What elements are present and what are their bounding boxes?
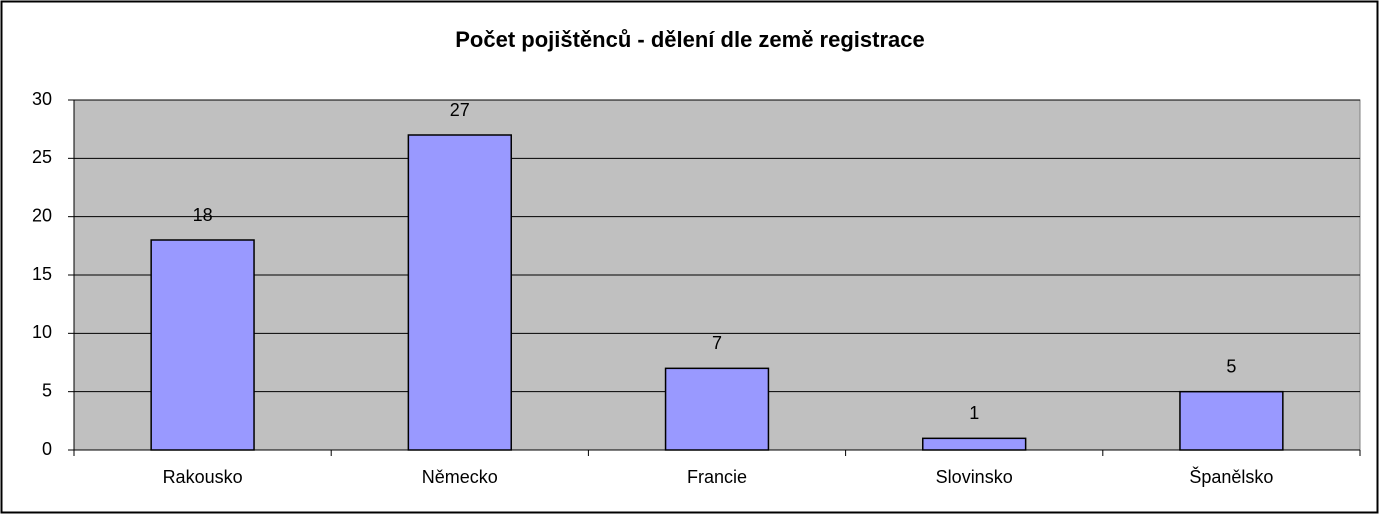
chart-title: Počet pojištěnců - dělení dle země regis… <box>455 27 925 52</box>
bar <box>1179 390 1284 451</box>
data-label: 5 <box>1226 356 1236 376</box>
x-tick-label: Německo <box>422 467 498 487</box>
y-tick-label: 30 <box>32 89 52 109</box>
y-tick-label: 0 <box>42 439 52 459</box>
bar <box>922 437 1027 451</box>
bar <box>664 367 770 451</box>
bar <box>407 134 512 451</box>
y-tick-label: 15 <box>32 264 52 284</box>
data-label: 1 <box>969 403 979 423</box>
data-label: 27 <box>450 100 470 120</box>
x-tick-label: Španělsko <box>1189 466 1273 487</box>
y-tick-label: 5 <box>42 380 52 400</box>
x-tick-label: Francie <box>687 467 747 487</box>
bar <box>150 239 255 451</box>
data-label: 7 <box>712 333 722 353</box>
y-tick-label: 20 <box>32 205 52 225</box>
y-tick-label: 25 <box>32 147 52 167</box>
y-tick-label: 10 <box>32 322 52 342</box>
data-label: 18 <box>193 205 213 225</box>
x-tick-label: Rakousko <box>163 467 243 487</box>
x-tick-label: Slovinsko <box>936 467 1013 487</box>
